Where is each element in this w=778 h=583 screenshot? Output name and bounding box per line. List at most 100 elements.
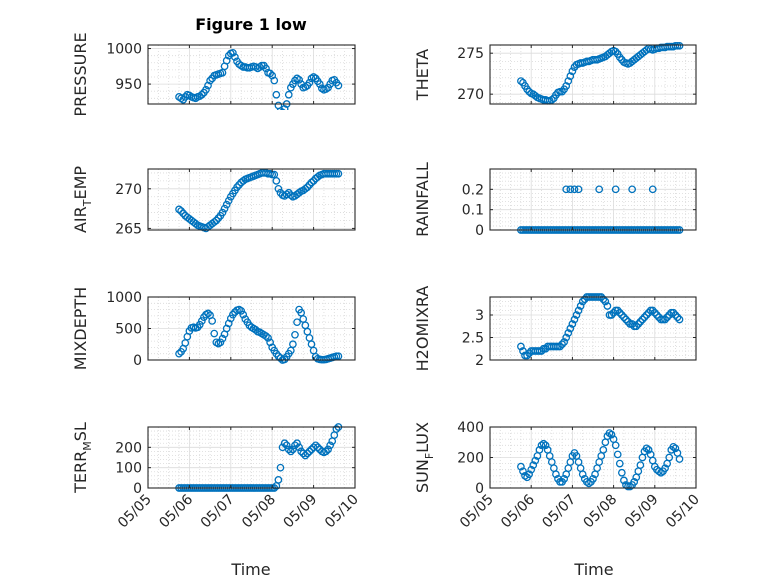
data-point bbox=[272, 90, 281, 99]
axes-box bbox=[489, 44, 697, 105]
data-point bbox=[218, 334, 227, 343]
data-point bbox=[177, 207, 185, 215]
data-point bbox=[640, 313, 649, 322]
data-point bbox=[517, 342, 525, 351]
data-point bbox=[564, 77, 573, 85]
data-point bbox=[657, 468, 665, 477]
data-point bbox=[653, 311, 661, 319]
data-point bbox=[562, 333, 571, 342]
y-tick-label: 500 bbox=[115, 322, 142, 338]
data-point bbox=[224, 196, 233, 205]
data-point bbox=[665, 453, 674, 462]
axes-box bbox=[147, 44, 356, 105]
data-point bbox=[334, 81, 343, 90]
data-point bbox=[191, 219, 200, 228]
data-point bbox=[313, 173, 322, 181]
data-point bbox=[663, 313, 672, 322]
data-point bbox=[617, 311, 626, 319]
data-point bbox=[295, 443, 303, 452]
data-point bbox=[622, 315, 630, 324]
data-point bbox=[279, 108, 286, 110]
data-point bbox=[305, 180, 314, 189]
data-point bbox=[214, 214, 223, 222]
data-point bbox=[293, 318, 301, 327]
data-point bbox=[552, 470, 560, 479]
axes-box bbox=[147, 168, 356, 231]
data-point bbox=[615, 308, 624, 317]
y-tick-label: 270 bbox=[457, 87, 484, 103]
data-point bbox=[620, 313, 628, 322]
data-point bbox=[675, 315, 684, 324]
data-point bbox=[216, 338, 225, 347]
data-point bbox=[276, 463, 285, 472]
data-point bbox=[601, 297, 610, 306]
data-point bbox=[669, 442, 678, 451]
data-point bbox=[301, 451, 310, 460]
data-point bbox=[307, 178, 316, 187]
data-point bbox=[291, 76, 299, 85]
y-axis-label: MIXDEPTH bbox=[71, 287, 90, 370]
data-point bbox=[284, 90, 293, 99]
data-point bbox=[541, 441, 550, 450]
data-point bbox=[266, 69, 274, 78]
data-point bbox=[206, 76, 214, 85]
x-axis-label-right: Time bbox=[573, 560, 613, 579]
y-axis-label: TERRMSL bbox=[71, 422, 94, 494]
data-point bbox=[332, 425, 341, 433]
data-point bbox=[636, 317, 645, 326]
data-point bbox=[558, 340, 566, 349]
subplot-3: 265 270 AIRTEMP bbox=[71, 166, 356, 237]
data-point bbox=[179, 209, 188, 218]
data-point bbox=[644, 446, 653, 454]
y-tick-label: 200 bbox=[457, 451, 484, 467]
data-point bbox=[556, 342, 564, 351]
data-point bbox=[274, 184, 283, 193]
data-point bbox=[620, 476, 628, 485]
y-tick-label: 265 bbox=[115, 221, 142, 237]
y-tick-label: 2 bbox=[475, 353, 484, 369]
data-point bbox=[595, 185, 604, 194]
data-point bbox=[650, 308, 659, 317]
data-point bbox=[648, 306, 657, 315]
data-point bbox=[574, 185, 583, 194]
data-point bbox=[521, 471, 529, 480]
data-point bbox=[326, 441, 335, 450]
data-point bbox=[671, 444, 680, 453]
data-point bbox=[574, 306, 583, 315]
data-point bbox=[578, 470, 587, 479]
data-point bbox=[237, 307, 245, 315]
y-axis-label: THETA bbox=[413, 49, 432, 101]
data-point bbox=[218, 208, 227, 217]
data-point bbox=[175, 205, 183, 214]
data-point bbox=[274, 476, 283, 484]
data-point bbox=[562, 82, 571, 90]
y-tick-label: 950 bbox=[115, 77, 142, 93]
data-point bbox=[675, 455, 684, 463]
data-point bbox=[671, 311, 680, 319]
data-point bbox=[175, 349, 183, 358]
y-tick-label: 1000 bbox=[106, 290, 142, 306]
data-point bbox=[599, 295, 608, 304]
data-point bbox=[624, 317, 632, 326]
y-tick-label: 1000 bbox=[106, 42, 142, 58]
data-point bbox=[264, 334, 272, 342]
data-point bbox=[529, 461, 538, 469]
data-point bbox=[560, 474, 569, 483]
data-point bbox=[566, 185, 575, 194]
data-point bbox=[262, 332, 270, 340]
data-point bbox=[280, 439, 289, 448]
data-markers bbox=[517, 293, 684, 360]
data-point bbox=[309, 177, 318, 185]
subplot-6: 2 2.5 3 H2OMIXRA bbox=[413, 286, 697, 371]
data-point bbox=[305, 78, 314, 87]
data-point bbox=[303, 183, 312, 192]
data-markers bbox=[175, 305, 343, 364]
data-point bbox=[547, 96, 556, 104]
y-axis-label: PRESSURE bbox=[71, 32, 90, 116]
data-point bbox=[282, 441, 291, 450]
data-point bbox=[270, 76, 279, 85]
data-point bbox=[239, 177, 248, 185]
y-tick-label: 400 bbox=[457, 420, 484, 436]
y-tick-label: 0 bbox=[475, 481, 484, 497]
